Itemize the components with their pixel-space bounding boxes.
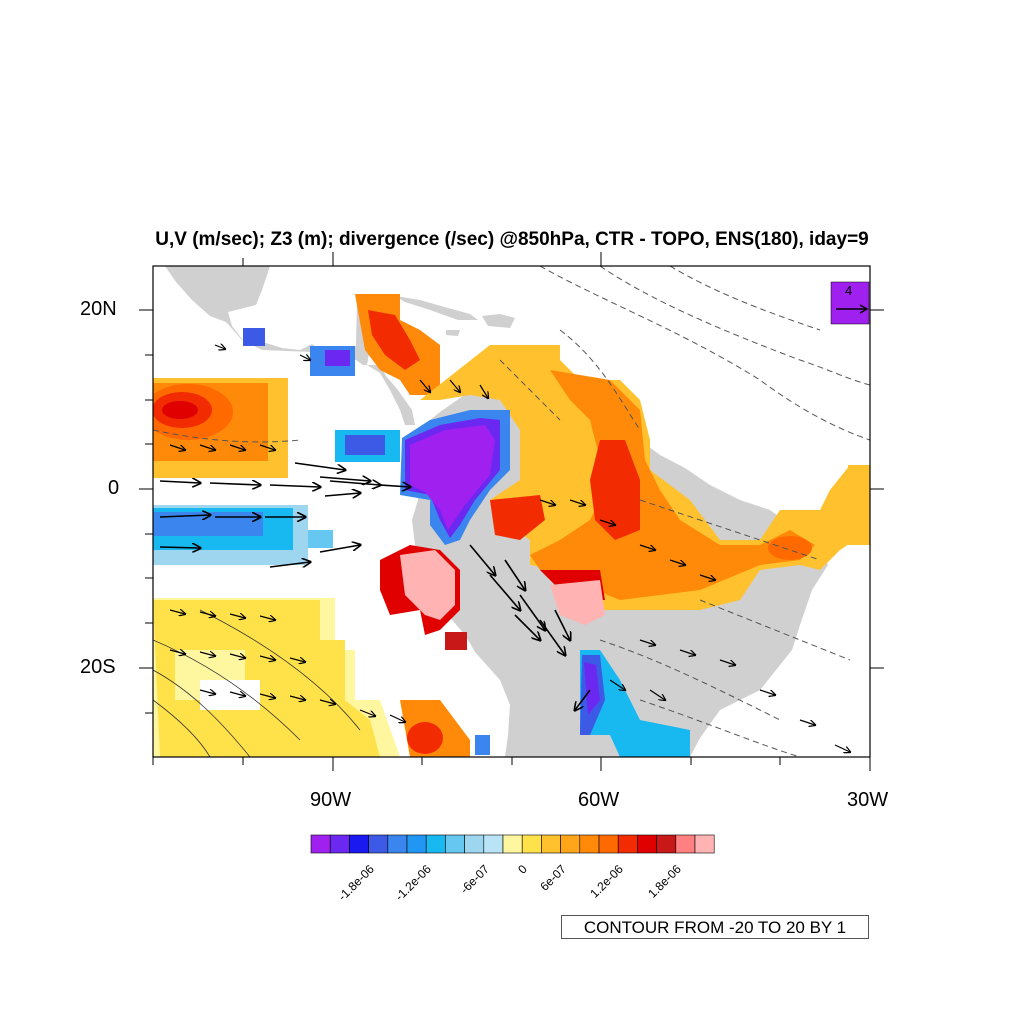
lon-label-60w: 60W xyxy=(578,789,620,811)
axis-ticks xyxy=(139,252,884,771)
north-america-land xyxy=(165,266,415,425)
reference-vector-label: 4 xyxy=(845,283,853,298)
colorbar-swatch xyxy=(445,834,465,854)
small-wind-vectors xyxy=(169,345,850,752)
colorbar-swatch xyxy=(387,834,408,854)
colorbar-swatch xyxy=(579,834,600,854)
colorbar-swatch xyxy=(425,834,446,854)
colorbar-swatch xyxy=(310,834,331,854)
colorbar-swatch xyxy=(406,834,427,854)
colorbar-swatch xyxy=(675,834,696,854)
colorbar-swatch xyxy=(483,834,504,854)
solid-contours xyxy=(153,609,361,757)
jamaica-island xyxy=(446,330,460,336)
contour-note: CONTOUR FROM -20 TO 20 BY 1 xyxy=(561,915,869,939)
colorbar-swatch xyxy=(617,834,638,854)
lat-label-0: 0 xyxy=(108,477,120,499)
colorbar-swatch xyxy=(694,834,715,854)
colorbar-swatch xyxy=(521,834,542,854)
colorbar-swatch xyxy=(598,834,619,854)
colorbar-swatch xyxy=(560,834,581,854)
colorbar-swatch xyxy=(329,834,350,854)
colorbar xyxy=(310,834,715,854)
colorbar-swatch xyxy=(637,834,657,854)
geopotential-contours xyxy=(153,266,870,757)
colorbar-swatch xyxy=(502,834,523,854)
wind-vectors xyxy=(159,462,591,710)
hispaniola-island xyxy=(482,314,515,328)
cuba-island xyxy=(395,296,478,320)
colorbar-swatch xyxy=(464,834,485,854)
lon-label-90w: 90W xyxy=(310,789,352,811)
colorbar-swatch xyxy=(349,834,369,854)
lat-label-20n: 20N xyxy=(80,298,117,320)
colorbar-swatch xyxy=(656,834,677,854)
plot-title: U,V (m/sec); Z3 (m); divergence (/sec) @… xyxy=(155,229,869,250)
colorbar-swatch xyxy=(541,834,561,854)
lat-label-20s: 20S xyxy=(80,656,116,678)
reference-vector xyxy=(830,281,870,325)
lon-label-30w: 30W xyxy=(847,789,889,811)
colorbar-swatch xyxy=(368,834,389,854)
